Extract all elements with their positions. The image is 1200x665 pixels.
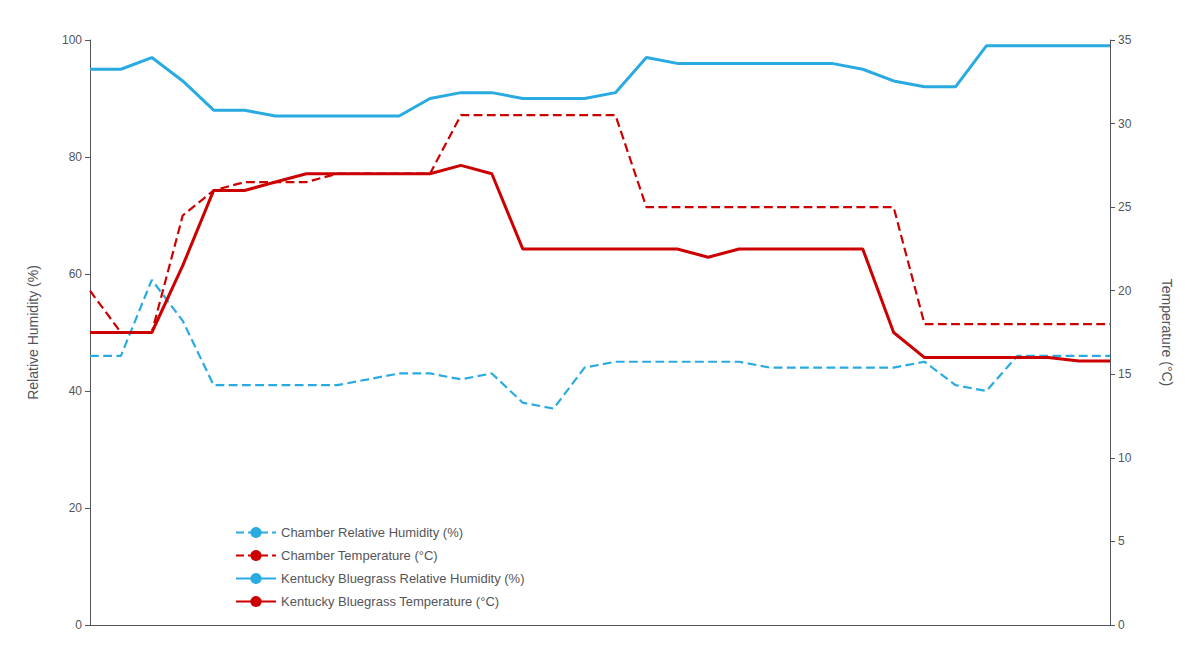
svg-text:35: 35 (1118, 33, 1132, 47)
svg-text:0: 0 (75, 618, 82, 632)
svg-text:25: 25 (1118, 200, 1132, 214)
svg-text:0: 0 (1118, 618, 1125, 632)
svg-text:60: 60 (69, 267, 83, 281)
svg-text:Temperature (°C): Temperature (°C) (1159, 279, 1175, 387)
svg-text:40: 40 (69, 384, 83, 398)
svg-text:100: 100 (62, 33, 82, 47)
svg-text:20: 20 (1118, 284, 1132, 298)
svg-text:Kentucky Bluegrass Relative Hu: Kentucky Bluegrass Relative Humidity (%) (281, 571, 524, 586)
svg-text:30: 30 (1118, 117, 1132, 131)
svg-text:Kentucky Bluegrass Temperature: Kentucky Bluegrass Temperature (°C) (281, 594, 499, 609)
svg-text:5: 5 (1118, 534, 1125, 548)
svg-text:Relative Humidity (%): Relative Humidity (%) (25, 265, 41, 400)
svg-text:Chamber Temperature (°C): Chamber Temperature (°C) (281, 548, 438, 563)
svg-text:20: 20 (69, 501, 83, 515)
svg-text:10: 10 (1118, 451, 1132, 465)
svg-text:80: 80 (69, 150, 83, 164)
svg-text:15: 15 (1118, 367, 1132, 381)
svg-text:Chamber Relative Humidity (%): Chamber Relative Humidity (%) (281, 525, 463, 540)
